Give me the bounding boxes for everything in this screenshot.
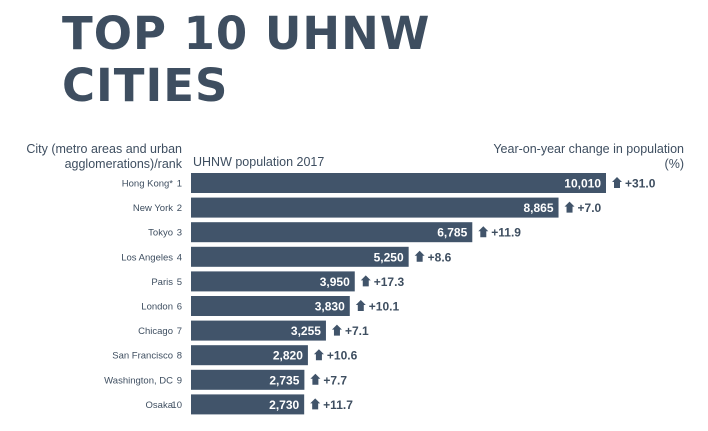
change-label: +7.0 xyxy=(578,201,602,215)
value-label: 3,255 xyxy=(291,324,321,338)
change-label: +17.3 xyxy=(374,275,405,289)
category-label: Washington, DC xyxy=(104,375,173,386)
up-arrow-icon xyxy=(414,250,425,262)
value-label: 10,010 xyxy=(564,177,601,191)
title-line-2: CITIES xyxy=(62,59,229,112)
change-label: +7.1 xyxy=(345,324,369,338)
value-label: 8,865 xyxy=(523,201,553,215)
category-label: Paris xyxy=(151,277,173,288)
rank-label: 6 xyxy=(177,302,182,313)
category-label: Osaka xyxy=(146,400,174,411)
up-arrow-icon xyxy=(478,226,489,238)
rank-label: 7 xyxy=(177,326,182,337)
category-label: New York xyxy=(133,203,173,214)
up-arrow-icon xyxy=(331,324,342,336)
bar xyxy=(191,369,305,390)
category-label: London xyxy=(141,302,173,313)
up-arrow-icon xyxy=(564,201,575,213)
rank-label: 10 xyxy=(171,400,182,411)
change-label: +10.1 xyxy=(369,300,400,314)
change-label: +8.6 xyxy=(428,250,452,264)
category-label: Tokyo xyxy=(148,228,173,239)
change-column-header: Year-on-year change in population (%) xyxy=(493,142,684,171)
rank-label: 4 xyxy=(177,252,182,263)
value-label: 6,785 xyxy=(437,226,467,240)
up-arrow-icon xyxy=(310,373,321,385)
bar xyxy=(191,320,326,341)
rank-label: 9 xyxy=(177,375,182,386)
rank-label: 8 xyxy=(177,351,182,362)
bar xyxy=(191,197,559,218)
city-column-header: City (metro areas and urban agglomeratio… xyxy=(26,142,182,171)
bar xyxy=(191,222,473,243)
chart-title: TOP 10 UHNW CITIES xyxy=(62,8,430,112)
category-label: Chicago xyxy=(138,326,173,337)
bar xyxy=(191,246,409,267)
rank-label: 1 xyxy=(177,179,182,190)
rank-label: 2 xyxy=(177,203,182,214)
rank-label: 5 xyxy=(177,277,182,288)
category-label: San Francisco xyxy=(112,351,173,362)
category-label: Hong Kong* xyxy=(122,179,174,190)
change-label: +31.0 xyxy=(625,177,656,191)
up-arrow-icon xyxy=(310,398,321,410)
bar xyxy=(191,394,305,415)
change-label: +10.6 xyxy=(327,349,358,363)
value-label: 5,250 xyxy=(374,250,404,264)
change-label: +7.7 xyxy=(323,373,347,387)
value-label: 3,830 xyxy=(315,300,345,314)
bar xyxy=(191,271,355,292)
change-label: +11.7 xyxy=(323,398,353,412)
up-arrow-icon xyxy=(612,177,622,188)
population-column-header: UHNW population 2017 xyxy=(193,155,325,169)
up-arrow-icon xyxy=(360,275,371,287)
value-label: 2,735 xyxy=(269,373,299,387)
up-arrow-icon xyxy=(313,349,324,361)
change-label: +11.9 xyxy=(491,226,521,240)
title-line-1: TOP 10 UHNW xyxy=(62,7,431,60)
value-label: 2,730 xyxy=(269,398,299,412)
value-label: 3,950 xyxy=(320,275,350,289)
category-label: Los Angeles xyxy=(121,252,173,263)
bar xyxy=(191,173,606,193)
up-arrow-icon xyxy=(355,300,366,311)
rank-label: 3 xyxy=(177,228,182,239)
value-label: 2,820 xyxy=(273,349,303,363)
bar xyxy=(191,345,308,366)
bar xyxy=(191,296,350,316)
